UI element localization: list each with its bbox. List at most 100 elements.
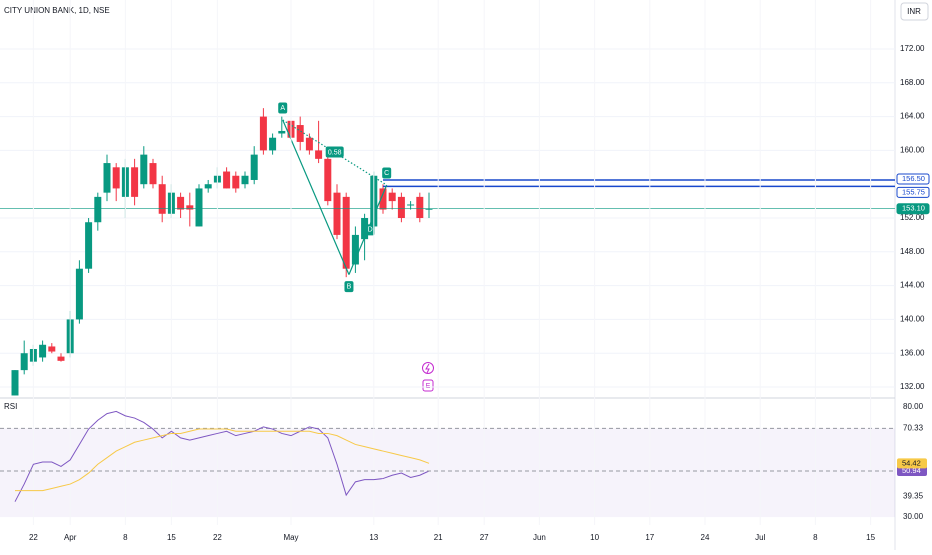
x-tick-label: 22 bbox=[29, 533, 38, 542]
plot: 172.00 168.00 164.00 160.00 152.00 148.00 144.… bbox=[0, 44, 930, 543]
candle-body bbox=[296, 125, 304, 142]
candle-body bbox=[425, 208, 433, 210]
candle-body bbox=[48, 346, 56, 352]
x-tick-label: Jun bbox=[533, 533, 546, 542]
y-tick-label: 172.00 bbox=[900, 44, 925, 53]
price-badge bbox=[896, 203, 930, 215]
y-tick-label: 80.00 bbox=[903, 402, 924, 411]
candle-body bbox=[305, 137, 313, 151]
candle-body bbox=[361, 218, 369, 240]
y-tick-label: 168.00 bbox=[900, 78, 925, 87]
rsi-line bbox=[14, 410, 430, 502]
earnings-icon[interactable] bbox=[422, 379, 434, 392]
rsi-line bbox=[15, 428, 430, 492]
x-tick-label: 22 bbox=[213, 533, 222, 542]
candle-body bbox=[140, 154, 148, 185]
candle-body bbox=[388, 192, 396, 202]
y-tick-label: 152.00 bbox=[900, 213, 925, 222]
candle-body bbox=[131, 167, 139, 197]
candle-body bbox=[195, 188, 203, 227]
candle-body bbox=[177, 196, 185, 210]
ratio-label: 0.58 bbox=[328, 149, 342, 156]
candle-body bbox=[342, 196, 350, 269]
candle-body bbox=[397, 196, 405, 219]
y-tick-label: 30.00 bbox=[903, 512, 924, 521]
candle-body bbox=[379, 188, 387, 210]
x-tick-label: 8 bbox=[123, 533, 128, 542]
pattern-point bbox=[382, 167, 392, 179]
x-tick-label: 8 bbox=[813, 533, 818, 542]
x-tick-label: 13 bbox=[369, 533, 378, 542]
pattern-point bbox=[344, 281, 354, 293]
x-tick-label: 21 bbox=[434, 533, 443, 542]
price-badge bbox=[896, 186, 930, 198]
x-tick-label: 17 bbox=[645, 533, 654, 542]
candle-body bbox=[20, 353, 28, 371]
x-tick-label: Apr bbox=[64, 533, 77, 542]
pattern-label: D bbox=[368, 227, 373, 234]
candle-body bbox=[94, 196, 102, 223]
candle-body bbox=[259, 116, 267, 151]
candle-body bbox=[11, 370, 19, 396]
candle-body bbox=[57, 356, 65, 361]
candle-body bbox=[407, 204, 415, 206]
pattern-label: C bbox=[384, 170, 389, 177]
candle-body bbox=[232, 175, 240, 189]
y-tick-label: 39.35 bbox=[903, 492, 924, 501]
candle-body bbox=[278, 130, 286, 134]
y-tick-label: 136.00 bbox=[900, 348, 925, 357]
pattern-point bbox=[365, 224, 375, 236]
earnings-label: E bbox=[426, 383, 431, 390]
x-tick-label: May bbox=[283, 533, 298, 542]
x-tick-label: 27 bbox=[480, 533, 489, 542]
candle-body bbox=[103, 163, 111, 193]
candle-body bbox=[112, 167, 120, 189]
candle-body bbox=[85, 222, 93, 269]
pattern-label: A bbox=[280, 105, 285, 112]
x-tick-label: Jul bbox=[755, 533, 765, 542]
y-tick-label: 70.33 bbox=[903, 423, 924, 432]
price-badge-label: 155.75 bbox=[902, 187, 925, 196]
candle-body bbox=[333, 192, 341, 235]
price-badge-label: 153.10 bbox=[902, 204, 925, 213]
y-tick-label: 144.00 bbox=[900, 281, 925, 290]
rsi-band bbox=[0, 428, 895, 518]
y-tick-label: 132.00 bbox=[900, 382, 925, 391]
pattern-label: B bbox=[347, 283, 352, 290]
lightning bbox=[425, 363, 430, 374]
y-tick-label: 140.00 bbox=[900, 315, 925, 324]
candle-body bbox=[223, 171, 231, 189]
candle-body bbox=[416, 196, 424, 219]
candle-body bbox=[315, 150, 323, 159]
candle-body bbox=[241, 175, 249, 185]
x-tick-label: 15 bbox=[167, 533, 176, 542]
pattern-point bbox=[278, 102, 288, 114]
candle-body bbox=[39, 344, 47, 358]
candle-body bbox=[75, 268, 83, 320]
event-icon[interactable] bbox=[422, 362, 434, 374]
price-badge bbox=[896, 173, 930, 185]
candle-body bbox=[324, 158, 332, 202]
value-badge bbox=[897, 458, 927, 469]
value-badge-label: 50.94 bbox=[902, 466, 921, 475]
ratio-box bbox=[325, 146, 344, 158]
y-tick-label: 148.00 bbox=[900, 247, 925, 256]
currency-button[interactable] bbox=[900, 2, 929, 21]
value-badge-label: 54.42 bbox=[902, 458, 921, 467]
y-tick-label: 160.00 bbox=[900, 146, 925, 155]
candle-body bbox=[351, 234, 359, 265]
x-tick-label: 10 bbox=[590, 533, 599, 542]
pattern-leg bbox=[282, 119, 350, 275]
x-tick-label: 24 bbox=[701, 533, 710, 542]
pattern-leg bbox=[282, 119, 387, 186]
rsi-title: RSI bbox=[4, 402, 17, 411]
candle-body bbox=[186, 205, 194, 210]
candle-body bbox=[204, 184, 212, 189]
currency[interactable]: INR bbox=[907, 7, 921, 16]
price-badge-label: 156.50 bbox=[902, 174, 925, 183]
chart-title: CITY UNION BANK, 1D, NSE bbox=[4, 6, 110, 15]
candle-body bbox=[149, 163, 157, 185]
candle-body bbox=[158, 184, 166, 214]
